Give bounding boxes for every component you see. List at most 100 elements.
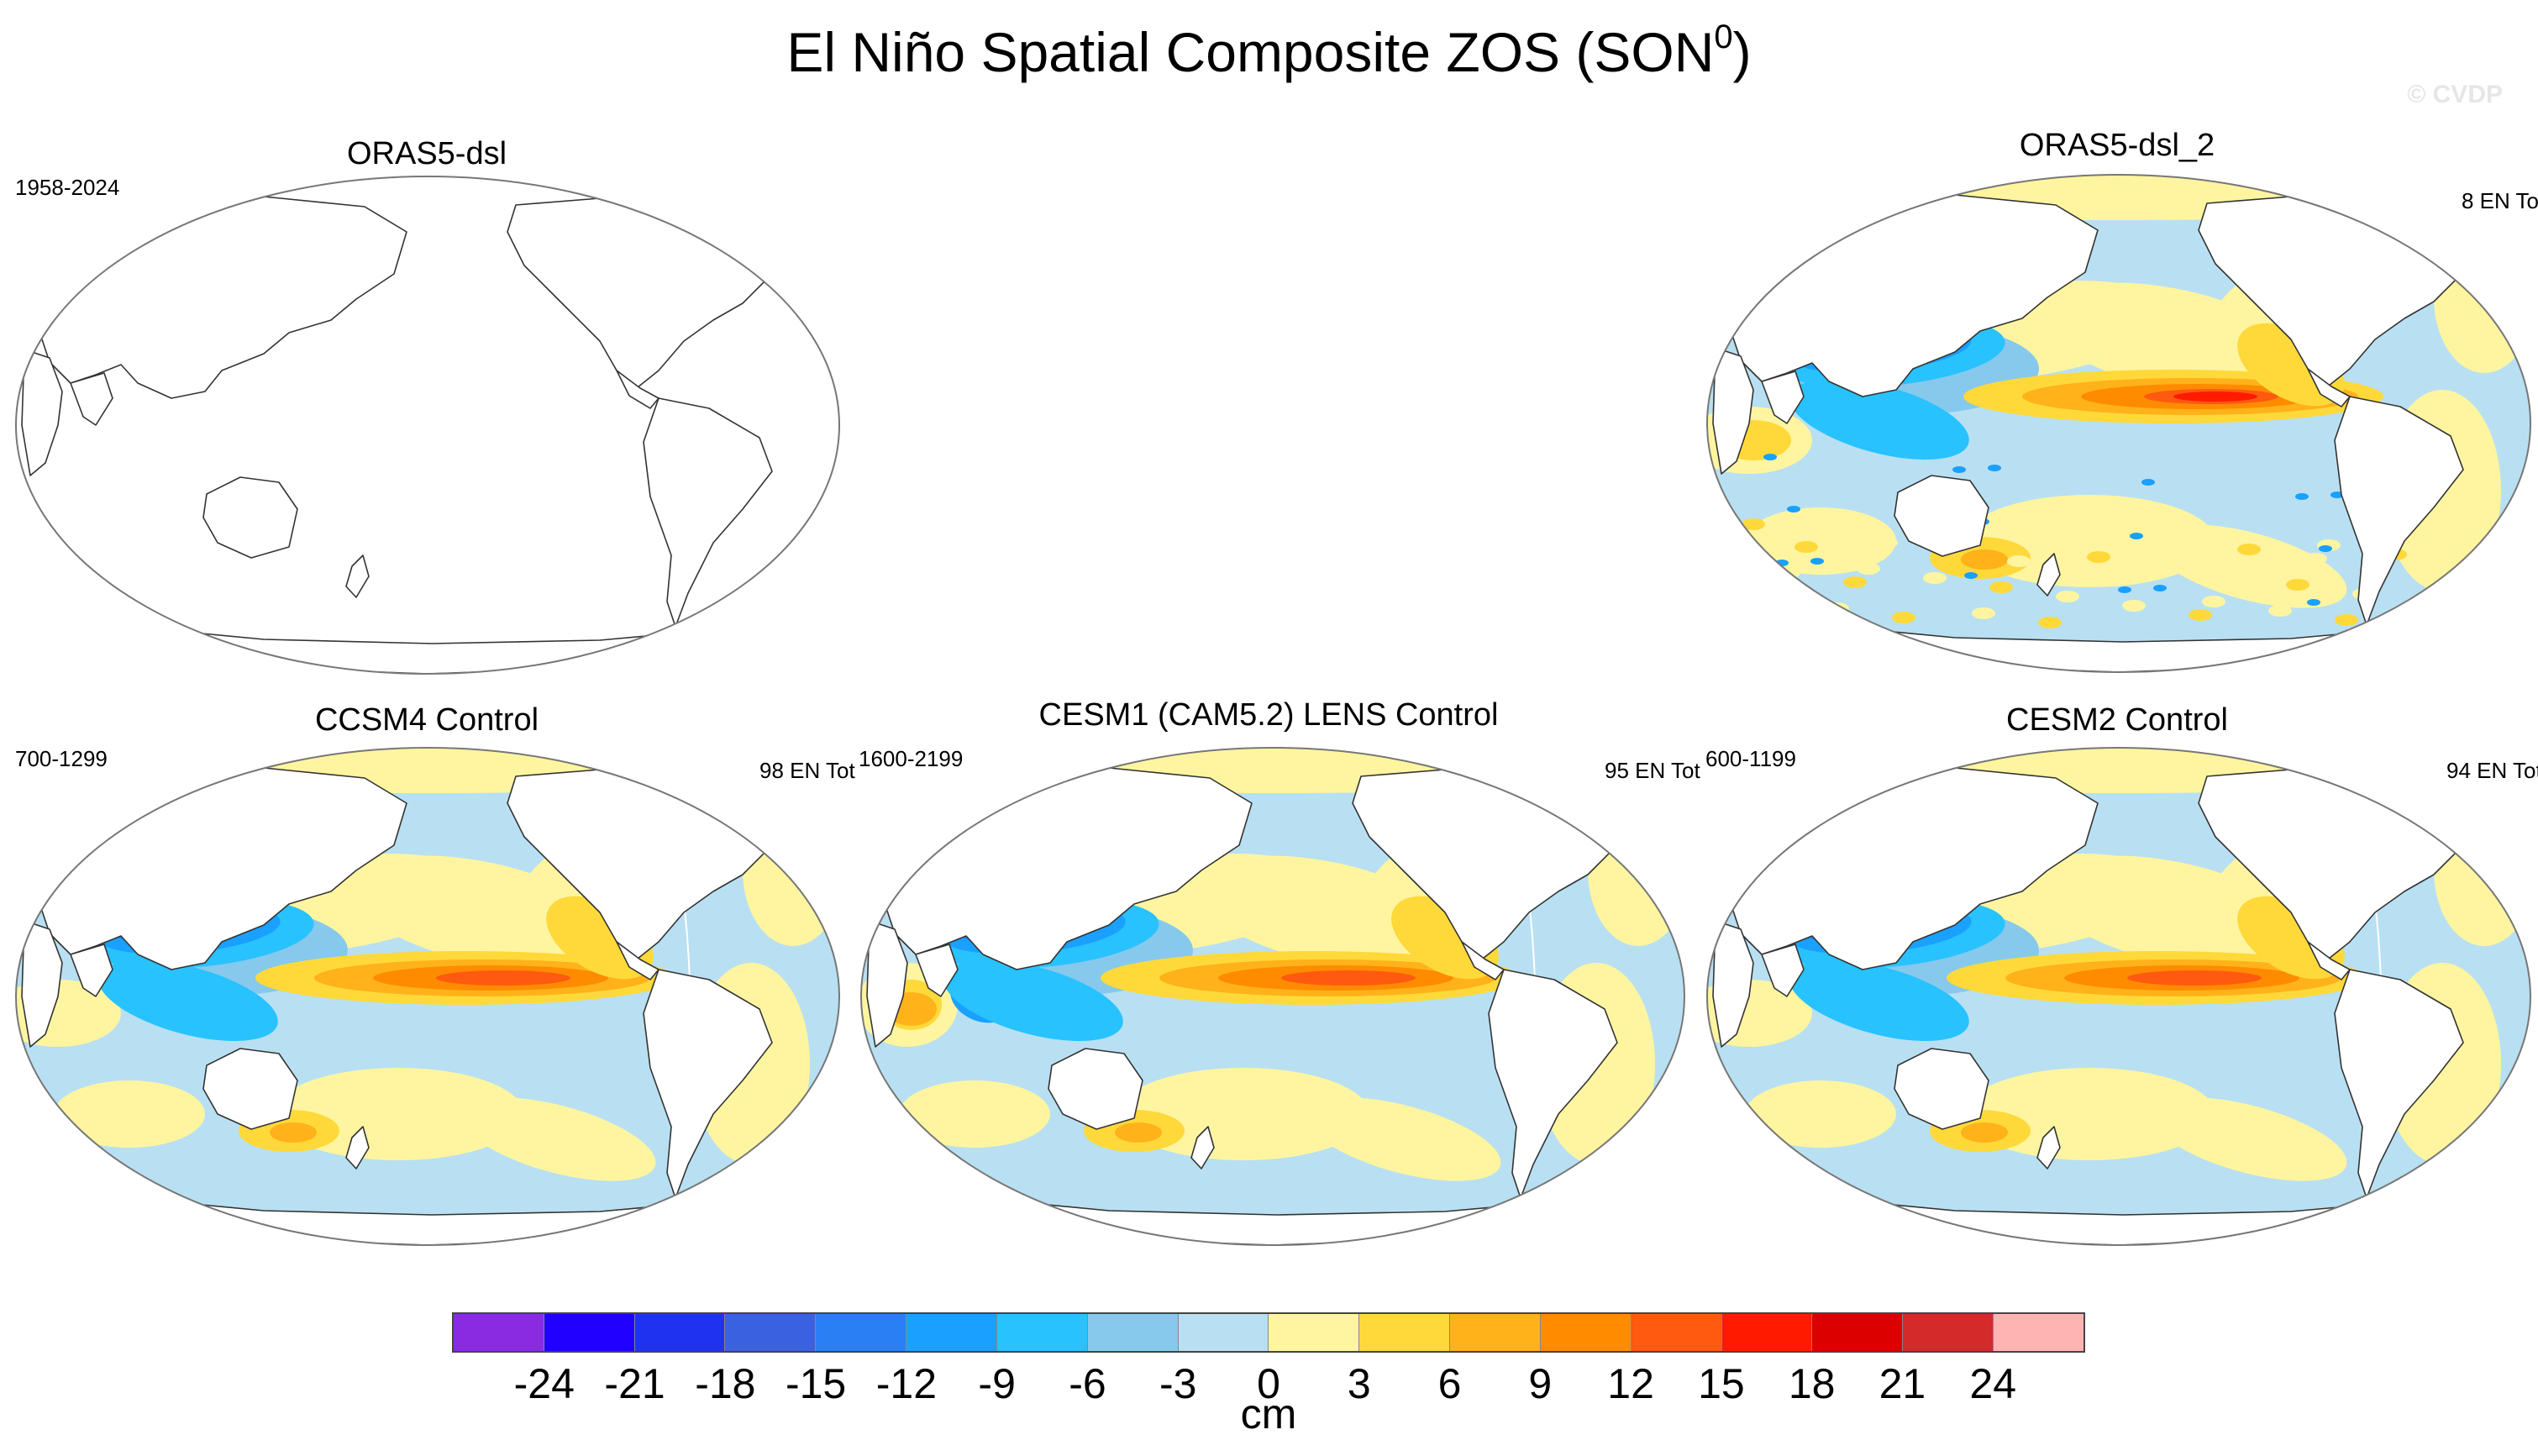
- india-landmass: [915, 944, 959, 997]
- positive-anomaly: [899, 1080, 1050, 1148]
- noise-anomaly: [2189, 609, 2212, 621]
- colorbar-tick-label: -9: [978, 1360, 1016, 1407]
- panel-years-label: 600-1199: [1705, 746, 1796, 771]
- noise-anomaly: [1952, 466, 1966, 473]
- positive-anomaly: [1588, 795, 1684, 946]
- map-outline: [15, 176, 840, 675]
- map-outline: [1706, 174, 2531, 673]
- central-america-landmass: [2307, 368, 2351, 407]
- noise-anomaly: [2056, 591, 2079, 602]
- panel-events-label: 94 EN Tot: [2446, 758, 2538, 783]
- new-zealand-landmass: [1190, 1126, 1215, 1170]
- noise-anomaly: [2104, 525, 2128, 537]
- panel-title: ORAS5-dsl: [346, 136, 507, 171]
- noise-anomaly: [2130, 533, 2143, 539]
- south-america-landmass: [2334, 969, 2464, 1199]
- panel-events-label: 95 EN Tot: [1605, 758, 1700, 783]
- colorbar-swatch: [634, 1314, 726, 1351]
- west-pacific-negative: [98, 960, 278, 1041]
- positive-anomaly: [2434, 795, 2530, 946]
- noise-anomaly: [2038, 617, 2062, 628]
- colorbar-tick-label: 12: [1607, 1360, 1654, 1407]
- new-zealand-landmass: [345, 1126, 370, 1170]
- noise-anomaly: [1988, 465, 2001, 471]
- colorbar-tick-label: 18: [1788, 1360, 1836, 1407]
- noise-anomaly: [2307, 599, 2320, 606]
- arabia-africa-landmass: [21, 920, 63, 1048]
- positive-anomaly: [878, 748, 1668, 793]
- south-america-landmass: [643, 969, 773, 1199]
- colorbar-swatch: [1994, 1314, 2083, 1351]
- noise-anomaly: [2419, 597, 2442, 609]
- arabia-africa-landmass: [1712, 347, 1754, 475]
- colorbar-swatch: [1631, 1314, 1722, 1351]
- panel-events-label: 8 EN To: [2462, 188, 2538, 213]
- india-landmass: [1761, 944, 1805, 997]
- noise-anomaly: [1763, 454, 1777, 460]
- map-outline: [1706, 747, 2531, 1246]
- map-panel-ccsm4: [15, 747, 840, 1246]
- colorbar-swatch: [1178, 1314, 1269, 1351]
- colorbar-tick-label: 9: [1528, 1360, 1553, 1407]
- west-pacific-negative: [943, 960, 1123, 1041]
- panel-title: CCSM4 Control: [314, 702, 539, 738]
- south-america-landmass: [2334, 396, 2464, 626]
- colorbar-swatch: [1450, 1314, 1541, 1351]
- australia-landmass: [1894, 1048, 1989, 1130]
- south-america-landmass: [643, 397, 773, 628]
- panel-years-label: 700-1299: [15, 746, 108, 771]
- noise-anomaly: [1759, 593, 1783, 605]
- australia-landmass: [1894, 475, 1989, 557]
- southern-ocean-positive: [270, 1122, 317, 1143]
- noise-anomaly: [2237, 544, 2261, 555]
- colorbar-tick-label: 15: [1698, 1360, 1745, 1407]
- positive-anomaly: [1724, 175, 2514, 220]
- central-america-landmass: [2307, 941, 2351, 980]
- eastern-pacific-positive: [436, 970, 570, 986]
- india-landmass: [70, 944, 113, 997]
- cvdp-watermark: © CVDP: [2407, 81, 2503, 108]
- noise-anomaly: [1972, 607, 1995, 619]
- map-panel-oras5-dsl: [15, 176, 840, 675]
- colorbar-swatch: [1269, 1314, 1360, 1351]
- greenland-landmass: [2454, 765, 2510, 821]
- panel-events-label: 98 EN Tot: [759, 758, 855, 783]
- noise-anomaly: [2122, 600, 2146, 612]
- positive-anomaly: [2151, 1097, 2347, 1181]
- australia-landmass: [1048, 1048, 1143, 1130]
- noise-anomaly: [1923, 572, 1947, 584]
- central-america-landmass: [616, 370, 659, 409]
- noise-anomaly: [2153, 560, 2177, 572]
- positive-anomaly: [1305, 1097, 1501, 1181]
- panel-title: ORAS5-dsl_2: [2019, 128, 2215, 163]
- india-landmass: [1761, 371, 1805, 424]
- noise-anomaly: [1874, 537, 1898, 549]
- noise-anomaly: [1794, 541, 1818, 553]
- noise-anomaly: [2087, 551, 2110, 563]
- colorbar-swatch: [906, 1314, 997, 1351]
- colorbar-swatch: [1903, 1314, 1994, 1351]
- australia-landmass: [202, 1048, 298, 1130]
- noise-anomaly: [1964, 572, 1978, 579]
- west-pacific-negative: [1789, 379, 1969, 460]
- colorbar-tick-label: 24: [1969, 1360, 2017, 1407]
- arabia-africa-landmass: [1712, 920, 1754, 1048]
- colorbar-swatch: [725, 1314, 817, 1351]
- colorbar-tick-label: -6: [1069, 1360, 1106, 1407]
- noise-anomaly: [2295, 493, 2309, 500]
- greenland-landmass: [1608, 765, 1664, 821]
- noise-anomaly: [1787, 506, 1800, 512]
- noise-anomaly: [1808, 528, 1831, 539]
- positive-anomaly: [743, 795, 839, 946]
- noise-anomaly: [1857, 563, 1880, 575]
- noise-anomaly: [2268, 605, 2292, 617]
- southern-ocean-positive: [1961, 549, 2008, 570]
- central-america-landmass: [1461, 941, 1505, 980]
- panel-title: CESM1 (CAM5.2) LENS Control: [1038, 697, 1499, 733]
- positive-anomaly: [460, 1097, 656, 1181]
- colorbar-swatch: [1812, 1314, 1904, 1351]
- map-panel-oras5-dsl-2: [1706, 174, 2531, 673]
- west-pacific-negative: [1789, 960, 1969, 1041]
- asia-landmass: [28, 196, 407, 399]
- arabia-africa-landmass: [21, 349, 63, 476]
